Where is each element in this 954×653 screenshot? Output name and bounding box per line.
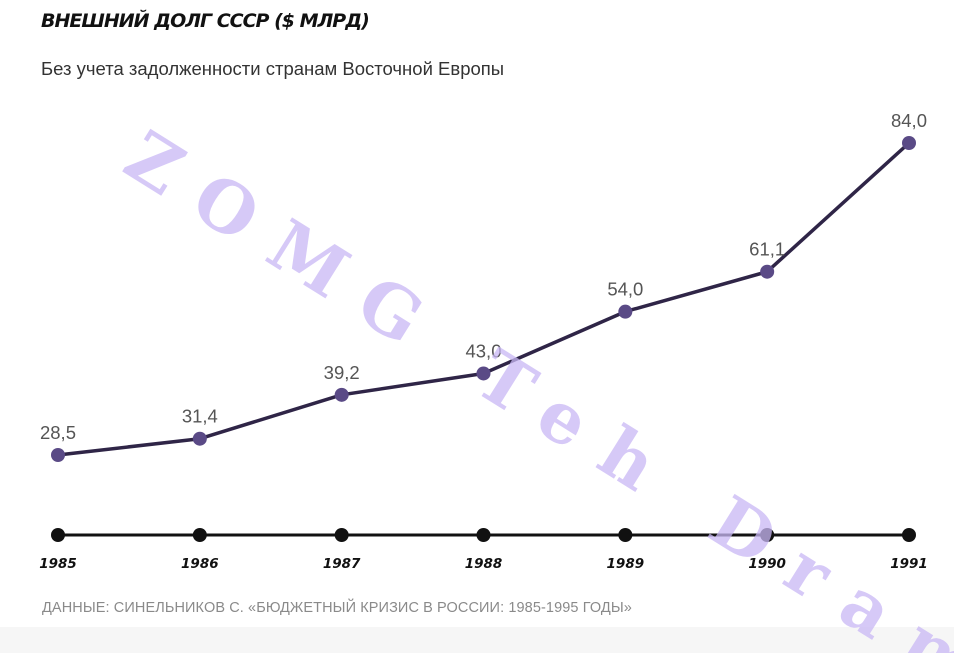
value-label: 84,0 bbox=[891, 110, 927, 131]
year-label: 1989 bbox=[607, 556, 645, 572]
value-label: 31,4 bbox=[182, 406, 218, 427]
data-point bbox=[476, 366, 491, 381]
axis-tick-dot bbox=[618, 528, 633, 542]
year-label: 1986 bbox=[181, 556, 219, 572]
data-point bbox=[334, 387, 349, 402]
chart-subtitle: Без учета задолженности странам Восточно… bbox=[41, 58, 505, 79]
chart-title: ВНЕШНИЙ ДОЛГ СССР ($ МЛРД) bbox=[41, 10, 370, 32]
timeline-axis bbox=[51, 528, 916, 542]
year-label: 1988 bbox=[465, 556, 503, 572]
year-label: 1985 bbox=[39, 556, 77, 572]
axis-tick-dot bbox=[476, 528, 491, 542]
value-label: 43,0 bbox=[465, 340, 501, 361]
value-label: 28,5 bbox=[40, 422, 76, 443]
source-note: ДАННЫЕ: СИНЕЛЬНИКОВ С. «БЮДЖЕТНЫЙ КРИЗИС… bbox=[42, 600, 632, 616]
bottom-band bbox=[0, 627, 954, 653]
data-point bbox=[760, 264, 775, 279]
axis-tick-dot bbox=[192, 528, 207, 542]
axis-tick-dot bbox=[902, 528, 916, 542]
year-label: 1990 bbox=[748, 556, 786, 572]
axis-tick-dot bbox=[51, 528, 65, 542]
year-label: 1987 bbox=[323, 556, 361, 572]
axis-tick-dot bbox=[760, 528, 775, 542]
axis-tick-dot bbox=[334, 528, 349, 542]
year-label: 1991 bbox=[890, 556, 928, 572]
data-point bbox=[902, 136, 916, 150]
value-label: 39,2 bbox=[324, 362, 360, 383]
data-point bbox=[51, 448, 65, 462]
data-points bbox=[51, 136, 916, 462]
data-point bbox=[618, 304, 633, 319]
year-labels: 1985 1986 1987 1988 1989 1990 1991 bbox=[39, 556, 928, 572]
value-labels: 28,5 31,4 39,2 43,0 54,0 61,1 84,0 bbox=[40, 110, 927, 443]
data-point bbox=[192, 431, 207, 446]
value-label: 54,0 bbox=[607, 279, 643, 300]
value-label: 61,1 bbox=[749, 239, 785, 260]
